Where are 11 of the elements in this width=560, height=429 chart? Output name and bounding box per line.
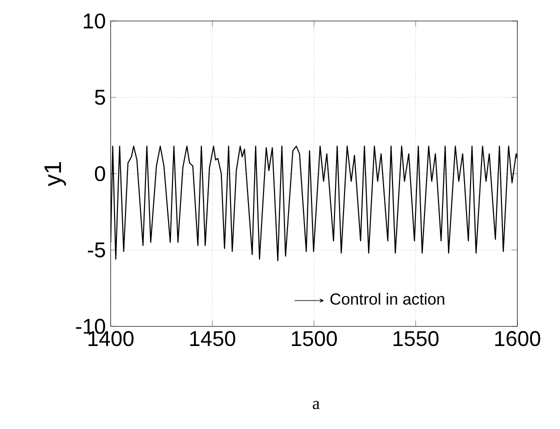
y-tick-label: 10 — [84, 13, 106, 29]
y-axis-title: y1 — [44, 162, 66, 186]
text: a — [312, 400, 320, 410]
annotation: Control in action — [330, 292, 444, 305]
x-tick-label: 1550 — [394, 331, 439, 346]
y-tick-label: -5 — [88, 242, 106, 258]
x-tick-label: 1600 — [495, 331, 540, 346]
x-tick-label: 1500 — [292, 331, 337, 346]
y-tick-label: 0 — [94, 166, 106, 182]
x-tick-label: 1450 — [190, 331, 236, 346]
y-tick-label: 5 — [94, 90, 106, 105]
